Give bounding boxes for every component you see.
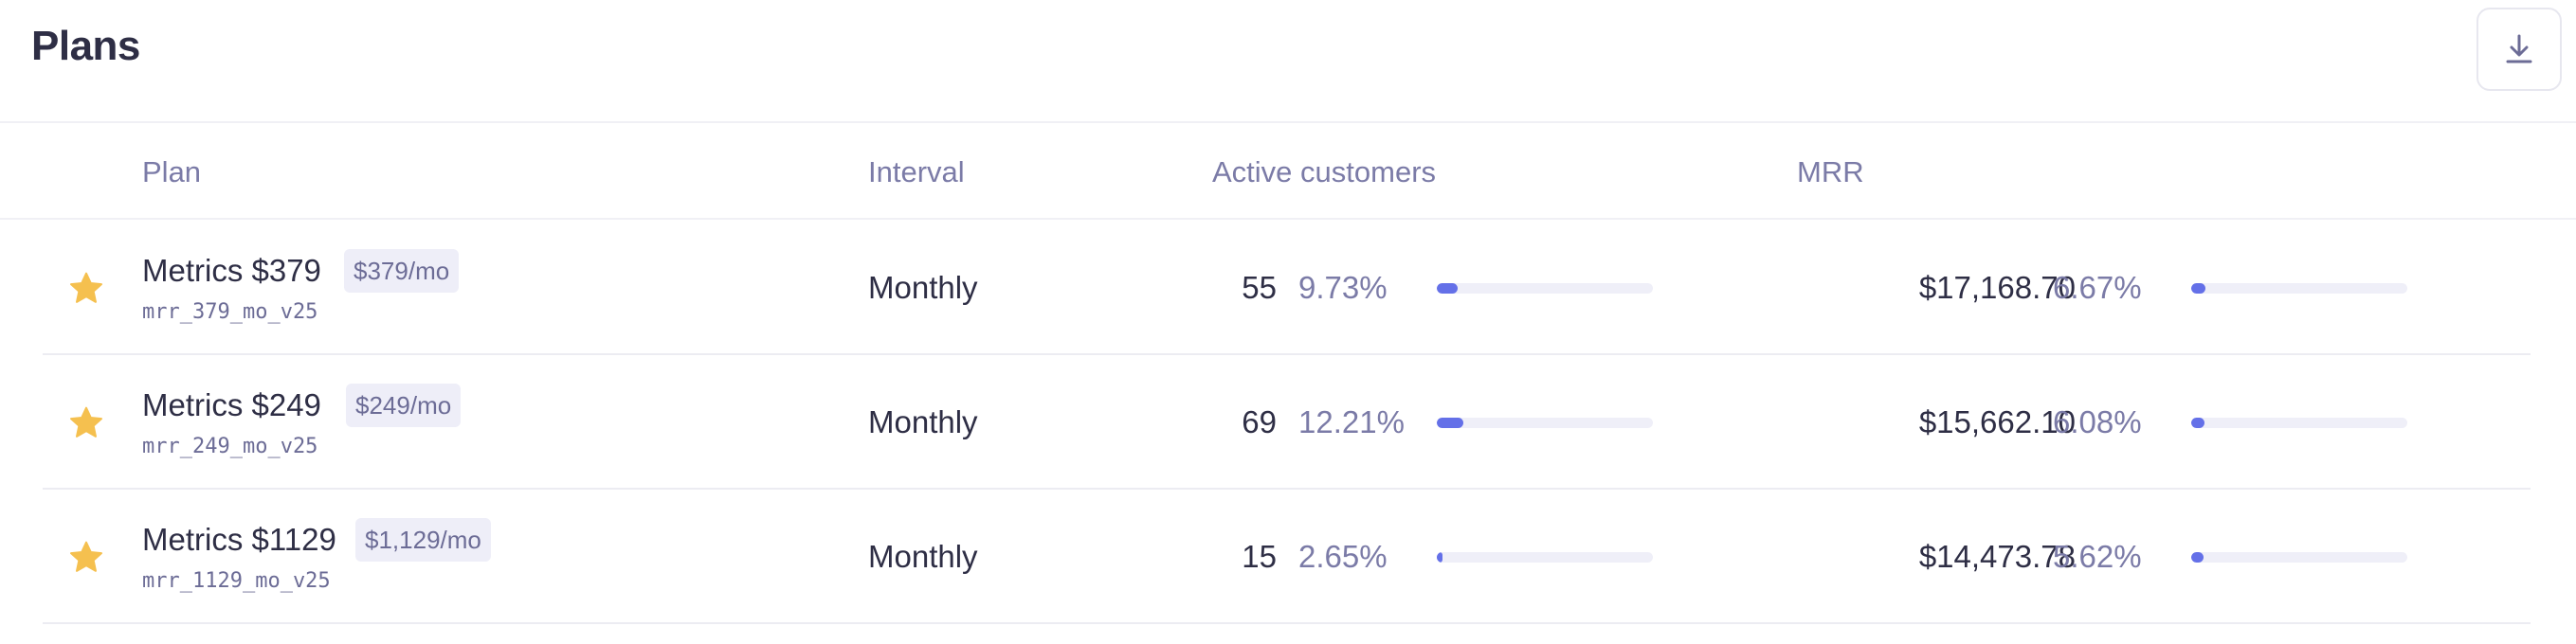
plan-name: Metrics $379: [142, 253, 321, 288]
active-customers-percent: 9.73%: [1298, 270, 1388, 305]
column-header-active-customers[interactable]: Active customers: [1212, 155, 1437, 188]
active-customers-count: 15: [1242, 539, 1277, 574]
active-customers-percent: 12.21%: [1298, 404, 1405, 439]
download-icon: [2506, 34, 2532, 63]
active-customers-count: 69: [1242, 404, 1277, 439]
active-customers-bar: [1437, 418, 1653, 428]
mrr-bar-fill: [2191, 418, 2204, 428]
table-row[interactable]: Metrics $379 $379/mo mrr_379_mo_v25 Mont…: [43, 221, 2531, 355]
active-customers-percent: 2.65%: [1298, 539, 1388, 574]
mrr-value: $14,473.78: [1918, 539, 2076, 574]
table-row[interactable]: Metrics $249 $249/mo mrr_249_mo_v25 Mont…: [43, 355, 2531, 490]
plan-code: mrr_1129_mo_v25: [142, 569, 331, 593]
table-row[interactable]: Metrics $1129 $1,129/mo mrr_1129_mo_v25 …: [43, 490, 2531, 624]
active-customers-bar-fill: [1437, 283, 1459, 294]
plan-name: Metrics $1129: [142, 522, 336, 557]
price-badge: $249/mo: [346, 384, 462, 427]
download-button[interactable]: [2476, 8, 2562, 91]
active-customers-bar-fill: [1437, 552, 1443, 563]
active-customers-bar: [1437, 283, 1653, 294]
mrr-bar-fill: [2191, 552, 2204, 563]
star-icon[interactable]: [67, 539, 105, 577]
mrr-bar-fill: [2191, 283, 2206, 294]
star-icon[interactable]: [67, 270, 105, 308]
mrr-bar: [2191, 552, 2407, 563]
plan-code: mrr_379_mo_v25: [142, 300, 318, 324]
active-customers-bar: [1437, 552, 1653, 563]
plan-interval: Monthly: [868, 539, 978, 574]
table-header: Plan Interval Active customers MRR: [0, 125, 2576, 220]
panel-header: Plans: [0, 0, 2576, 123]
mrr-percent: 5.62%: [2053, 539, 2142, 574]
mrr-value: $15,662.10: [1918, 404, 2076, 439]
active-customers-bar-fill: [1437, 418, 1463, 428]
column-header-mrr[interactable]: MRR: [1797, 155, 1864, 188]
star-icon[interactable]: [67, 404, 105, 442]
page-title: Plans: [31, 23, 140, 69]
column-header-interval[interactable]: Interval: [868, 155, 965, 188]
column-header-plan[interactable]: Plan: [142, 155, 202, 188]
plan-code: mrr_249_mo_v25: [142, 435, 318, 458]
price-badge: $1,129/mo: [355, 518, 491, 562]
mrr-value: $17,168.70: [1918, 270, 2076, 305]
price-badge: $379/mo: [344, 249, 460, 293]
mrr-bar: [2191, 418, 2407, 428]
plan-interval: Monthly: [868, 404, 978, 439]
mrr-percent: 6.67%: [2053, 270, 2142, 305]
mrr-bar: [2191, 283, 2407, 294]
active-customers-count: 55: [1242, 270, 1277, 305]
plan-name: Metrics $249: [142, 387, 321, 422]
plan-interval: Monthly: [868, 270, 978, 305]
mrr-percent: 6.08%: [2053, 404, 2142, 439]
